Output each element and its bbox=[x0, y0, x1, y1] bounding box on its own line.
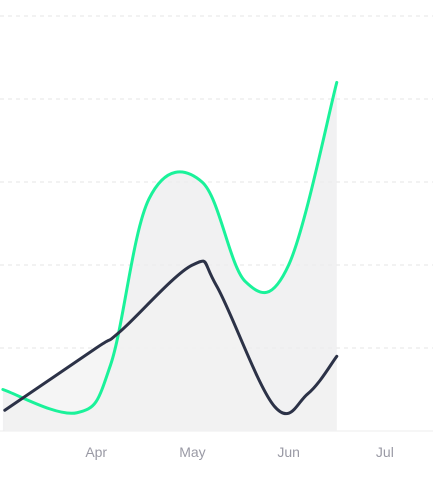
series-0-area bbox=[2, 82, 337, 432]
series-lines bbox=[1, 80, 339, 416]
series-0-line bbox=[1, 80, 339, 415]
x-tick-label-jun: Jun bbox=[277, 444, 300, 460]
area-fills bbox=[2, 82, 337, 432]
x-tick-label-jul: Jul bbox=[376, 444, 394, 460]
series-1-line bbox=[3, 259, 339, 416]
x-tick-label-may: May bbox=[179, 444, 205, 460]
x-tick-label-apr: Apr bbox=[85, 444, 107, 460]
series-1-area bbox=[4, 261, 337, 431]
x-axis-ticks: Apr May Jun Jul bbox=[85, 444, 394, 460]
